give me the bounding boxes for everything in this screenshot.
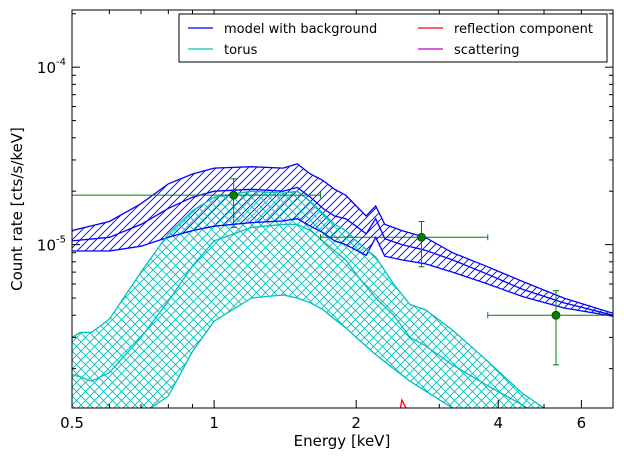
legend-item: reflection component: [418, 22, 593, 37]
series-line-0-lower: [72, 218, 613, 317]
tick-labels: 0.5 1 2 4 610-510-4: [37, 57, 586, 432]
y-axis-label: Count rate [cts/s/keV]: [8, 127, 26, 291]
legend-label: torus: [224, 43, 258, 58]
data-point-marker: [417, 232, 426, 242]
lines: [72, 163, 613, 408]
y-tick-exponent: -5: [56, 235, 66, 246]
legend-label: model with background: [224, 22, 377, 37]
legend-item: model with background: [188, 22, 377, 37]
y-tick-base: 10: [37, 237, 56, 255]
legend-label: reflection component: [454, 22, 593, 37]
x-tick-label: 1: [209, 414, 219, 432]
data-point-0: [72, 178, 321, 228]
legend: model with background reflection componen…: [178, 13, 608, 63]
y-tick-label: 10-5: [37, 235, 66, 255]
legend-box: [178, 13, 608, 63]
plot-area: [72, 163, 613, 408]
x-tick-label: 2: [351, 414, 361, 432]
legend-label: scattering: [454, 43, 520, 58]
legend-item: torus: [188, 43, 258, 58]
band-1: [72, 191, 544, 408]
data-point-marker: [229, 190, 239, 200]
x-tick-label: 0.5: [60, 414, 84, 432]
legend-item: scattering: [418, 43, 520, 58]
data-points: [72, 178, 613, 366]
series-line-0-mid: [72, 186, 613, 316]
series-line-2: [399, 398, 407, 408]
series-line-1-upper: [72, 190, 546, 408]
y-tick-base: 10: [37, 59, 56, 77]
y-tick-label: 10-4: [37, 57, 66, 77]
y-tick-exponent: -4: [56, 57, 66, 68]
series-line-0-upper: [72, 163, 613, 314]
series-line-1-lower: [149, 294, 455, 408]
x-tick-label: 6: [577, 414, 587, 432]
data-point-1: [319, 220, 489, 268]
data-point-marker: [551, 310, 561, 320]
data-point-2: [487, 290, 613, 366]
axes-frame: [71, 9, 614, 409]
x-axis-label: Energy [keV]: [294, 432, 391, 450]
series-line-1-mid: [72, 223, 529, 408]
x-tick-label: 4: [494, 414, 504, 432]
